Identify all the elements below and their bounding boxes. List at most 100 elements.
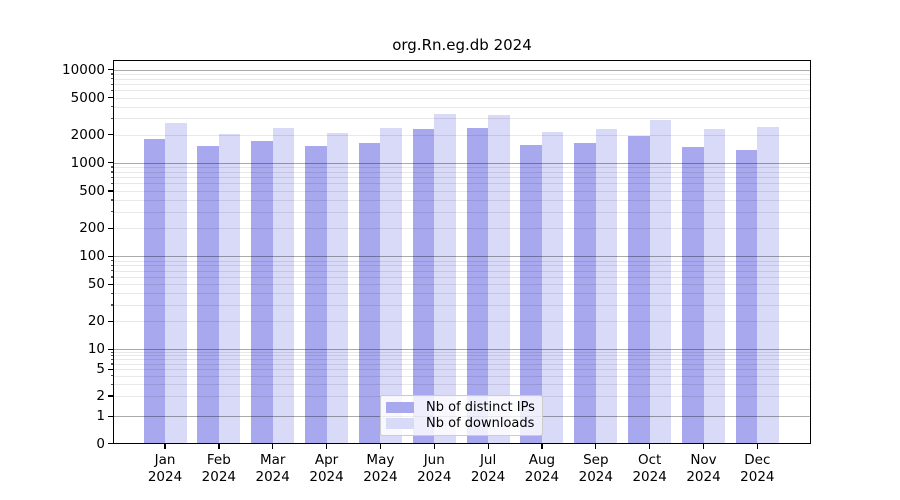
bar-distinct-ips-feb <box>197 145 219 444</box>
y-tick-label: 5 <box>96 361 105 378</box>
gridline-minor <box>113 355 811 357</box>
x-tick-label-jul: Jul 2024 <box>458 452 518 486</box>
bar-downloads-mar <box>272 128 295 444</box>
legend-entry-downloads: Nb of downloads <box>386 416 538 431</box>
month-label: Mar <box>259 452 286 468</box>
x-axis-tick <box>595 444 597 449</box>
year-label: 2024 <box>417 469 452 485</box>
bar-downloads-dec <box>757 127 779 444</box>
plot-area: Nb of distinct IPs Nb of downloads 10000… <box>62 60 811 485</box>
x-axis-tick <box>272 444 274 449</box>
month-label: Apr <box>314 452 339 468</box>
y-axis-tick <box>108 190 113 192</box>
bar-downloads-nov <box>703 128 725 444</box>
y-tick-label: 10 <box>87 341 105 357</box>
gridline-minor <box>113 384 811 386</box>
bar-downloads-may <box>380 128 402 444</box>
gridline-minor <box>113 228 811 230</box>
x-axis-tick <box>649 444 651 449</box>
gridline-minor <box>113 73 811 75</box>
y-axis-tick <box>108 348 113 350</box>
gridline-minor <box>113 352 811 354</box>
y-axis-tick <box>108 368 113 370</box>
y-axis-minor-tick <box>110 375 113 377</box>
y-axis-minor-tick <box>110 351 113 353</box>
y-tick-label: 10000 <box>62 61 105 78</box>
y-tick-label: 500 <box>79 182 105 199</box>
y-tick-label: 5000 <box>70 89 105 106</box>
year-label: 2024 <box>524 469 560 485</box>
x-tick-label-sep: Sep 2024 <box>566 452 626 486</box>
gridline-minor <box>113 284 811 286</box>
y-tick-label: 1000 <box>70 154 105 171</box>
y-tick-label: 20 <box>87 313 105 330</box>
gridline-minor <box>113 84 811 86</box>
x-tick-label-apr: Apr 2024 <box>297 452 357 486</box>
y-axis-minor-tick <box>110 363 113 365</box>
x-tick-label-may: May 2024 <box>350 452 410 486</box>
gridline-major <box>113 69 811 71</box>
legend-entry-distinct-ips: Nb of distinct IPs <box>386 400 538 415</box>
bar-distinct-ips-nov <box>682 147 704 444</box>
gridline-minor <box>113 199 811 201</box>
month-label: Nov <box>690 452 717 468</box>
y-axis-minor-tick <box>110 304 113 306</box>
y-axis-minor-tick <box>110 117 113 120</box>
x-tick-label-oct: Oct 2024 <box>620 452 680 486</box>
chart-title: org.Rn.eg.db 2024 <box>392 36 532 54</box>
gridline-minor <box>113 369 811 371</box>
y-axis-minor-tick <box>110 83 113 85</box>
bar-distinct-ips-aug <box>520 144 542 444</box>
x-tick-label-aug: Aug 2024 <box>512 452 572 486</box>
gridline-minor <box>113 166 811 168</box>
x-axis-tick <box>756 444 759 449</box>
year-label: 2024 <box>255 469 290 485</box>
month-label: Aug <box>528 452 556 468</box>
gridline-minor <box>113 321 811 323</box>
bar-distinct-ips-jul <box>466 127 489 444</box>
y-axis-minor-tick <box>110 260 113 262</box>
year-label: 2024 <box>201 469 237 485</box>
y-axis-tick <box>108 255 113 258</box>
y-axis-minor-tick <box>110 176 113 178</box>
y-axis-tick <box>108 162 113 164</box>
x-tick-label-feb: Feb 2024 <box>189 452 249 486</box>
bar-distinct-ips-apr <box>305 145 327 444</box>
month-label: Oct <box>637 452 662 468</box>
gridline-minor <box>113 276 811 278</box>
gridline-major <box>113 349 811 350</box>
gridline-minor <box>113 171 811 173</box>
month-label: Sep <box>583 452 609 468</box>
y-axis-tick <box>108 97 113 99</box>
y-axis-tick <box>108 443 113 445</box>
y-axis-tick <box>108 227 113 229</box>
y-axis-minor-tick <box>110 89 113 92</box>
legend-swatch-downloads <box>386 418 414 430</box>
gridline-minor <box>113 270 811 272</box>
bar-distinct-ips-mar <box>251 141 273 444</box>
year-label: 2024 <box>740 469 775 485</box>
bar-downloads-oct <box>649 120 672 444</box>
bar-downloads-jun <box>434 113 456 444</box>
x-axis-tick <box>433 444 435 449</box>
bar-distinct-ips-oct <box>628 136 650 444</box>
y-tick-label: 1 <box>96 408 105 424</box>
y-axis-minor-tick <box>110 106 113 108</box>
gridline-minor <box>113 90 811 92</box>
bar-distinct-ips-jun <box>412 128 435 444</box>
year-label: 2024 <box>578 469 613 485</box>
bar-downloads-jan <box>165 123 187 444</box>
year-label: 2024 <box>309 469 344 485</box>
y-axis-minor-tick <box>110 171 113 173</box>
y-axis-tick <box>108 283 113 285</box>
month-label: Feb <box>206 452 231 468</box>
gridline-minor <box>113 177 811 179</box>
x-axis-tick <box>702 444 705 449</box>
month-label: May <box>366 452 395 468</box>
gridline-minor <box>113 304 811 306</box>
gridline-minor <box>113 78 811 80</box>
bar-distinct-ips-may <box>358 143 381 444</box>
y-axis-minor-tick <box>110 264 113 267</box>
x-axis-tick <box>218 444 220 449</box>
